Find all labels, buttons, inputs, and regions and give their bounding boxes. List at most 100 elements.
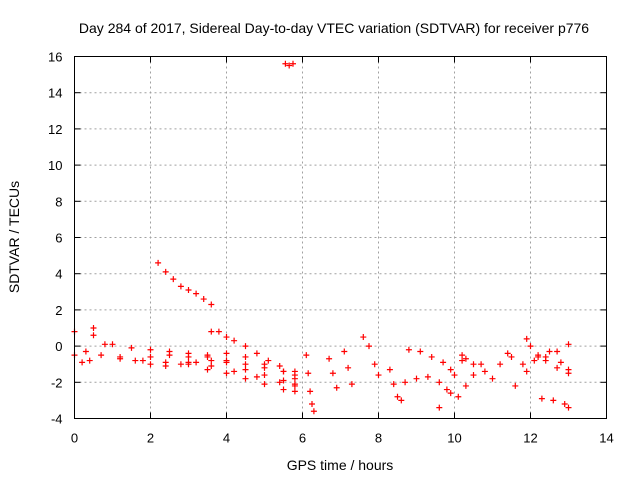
x-tick-label: 6 bbox=[299, 431, 306, 446]
data-point bbox=[470, 361, 477, 368]
data-point bbox=[166, 352, 173, 359]
data-point bbox=[478, 361, 485, 368]
data-point bbox=[204, 352, 211, 359]
data-point bbox=[200, 296, 207, 303]
series-track-w bbox=[523, 335, 572, 377]
data-point bbox=[291, 375, 298, 382]
data-point bbox=[208, 301, 215, 308]
data-point bbox=[440, 359, 447, 366]
data-point bbox=[261, 381, 268, 388]
x-axis-title: GPS time / hours bbox=[287, 457, 394, 473]
data-point bbox=[282, 60, 289, 67]
series-track-t bbox=[489, 350, 511, 382]
data-point bbox=[447, 366, 454, 373]
data-point bbox=[481, 368, 488, 375]
data-point bbox=[546, 348, 553, 355]
data-point bbox=[345, 364, 352, 371]
data-point bbox=[185, 286, 192, 293]
series-track-e bbox=[208, 328, 298, 375]
data-point bbox=[565, 341, 572, 348]
data-point bbox=[204, 366, 211, 373]
series-track-q bbox=[436, 357, 466, 411]
data-point bbox=[253, 350, 260, 357]
data-point bbox=[394, 393, 401, 400]
data-point bbox=[459, 352, 466, 359]
data-point bbox=[223, 359, 230, 366]
data-point bbox=[523, 368, 530, 375]
data-point bbox=[261, 361, 268, 368]
data-point bbox=[305, 370, 312, 377]
x-tick-label: 2 bbox=[147, 431, 154, 446]
data-point bbox=[371, 361, 378, 368]
data-point bbox=[177, 283, 184, 290]
data-point bbox=[223, 334, 230, 341]
data-point bbox=[557, 359, 564, 366]
data-point bbox=[276, 379, 283, 386]
data-point bbox=[223, 370, 230, 377]
x-tick-label: 4 bbox=[223, 431, 230, 446]
data-point bbox=[208, 328, 215, 335]
data-point bbox=[402, 379, 409, 386]
data-point bbox=[155, 259, 162, 266]
series-track-h bbox=[155, 259, 215, 308]
data-point bbox=[231, 337, 238, 344]
y-tick-label: 2 bbox=[55, 303, 62, 318]
data-point bbox=[542, 357, 549, 364]
series-track-x bbox=[538, 395, 572, 411]
x-tick-label: 10 bbox=[447, 431, 461, 446]
data-point bbox=[333, 384, 340, 391]
data-point bbox=[253, 373, 260, 380]
plot-frame bbox=[74, 56, 607, 419]
data-point bbox=[447, 390, 454, 397]
data-point bbox=[242, 361, 249, 368]
y-tick-label: 0 bbox=[55, 339, 62, 354]
data-point bbox=[386, 366, 393, 373]
y-tick-label: 16 bbox=[48, 50, 62, 65]
data-point bbox=[303, 352, 310, 359]
x-tick-label: 14 bbox=[599, 431, 613, 446]
data-point bbox=[290, 60, 296, 67]
x-tick-label: 8 bbox=[375, 431, 382, 446]
data-point bbox=[265, 357, 272, 364]
data-point bbox=[497, 361, 504, 368]
data-point bbox=[531, 357, 538, 364]
data-point bbox=[147, 346, 154, 353]
data-point bbox=[527, 343, 534, 350]
data-point bbox=[231, 368, 238, 375]
data-point bbox=[366, 343, 372, 350]
data-point bbox=[405, 346, 412, 353]
grid-lines bbox=[74, 56, 607, 419]
data-point bbox=[462, 382, 469, 389]
series-track-i bbox=[282, 60, 296, 69]
data-point bbox=[329, 370, 336, 377]
data-point bbox=[79, 359, 86, 366]
data-point bbox=[424, 373, 431, 380]
data-point bbox=[215, 328, 222, 335]
data-point bbox=[550, 397, 557, 404]
data-point bbox=[489, 375, 496, 382]
data-point bbox=[565, 404, 572, 411]
data-point bbox=[390, 381, 397, 388]
series-track-u bbox=[508, 341, 572, 368]
data-point bbox=[508, 353, 515, 360]
series-track-c bbox=[90, 325, 298, 388]
y-tick-labels: -4 -2 0 2 4 6 8 10 12 14 16 bbox=[48, 50, 62, 427]
data-point bbox=[117, 353, 124, 360]
x-tick-labels: 0 2 4 6 8 10 12 14 bbox=[71, 431, 614, 446]
series-track-v bbox=[512, 348, 572, 389]
data-point bbox=[162, 268, 169, 275]
data-point bbox=[554, 364, 561, 371]
y-tick-label: -2 bbox=[51, 375, 63, 390]
data-point bbox=[128, 344, 135, 351]
data-point bbox=[82, 348, 89, 355]
series-track-j bbox=[303, 352, 317, 415]
y-tick-label: 8 bbox=[55, 194, 62, 209]
data-point bbox=[565, 370, 572, 377]
data-point bbox=[398, 397, 405, 404]
data-point bbox=[177, 361, 184, 368]
series-track-d bbox=[147, 350, 298, 382]
data-point bbox=[242, 343, 249, 350]
data-point bbox=[538, 395, 545, 402]
data-point bbox=[193, 359, 200, 366]
y-tick-label: 10 bbox=[48, 158, 62, 173]
